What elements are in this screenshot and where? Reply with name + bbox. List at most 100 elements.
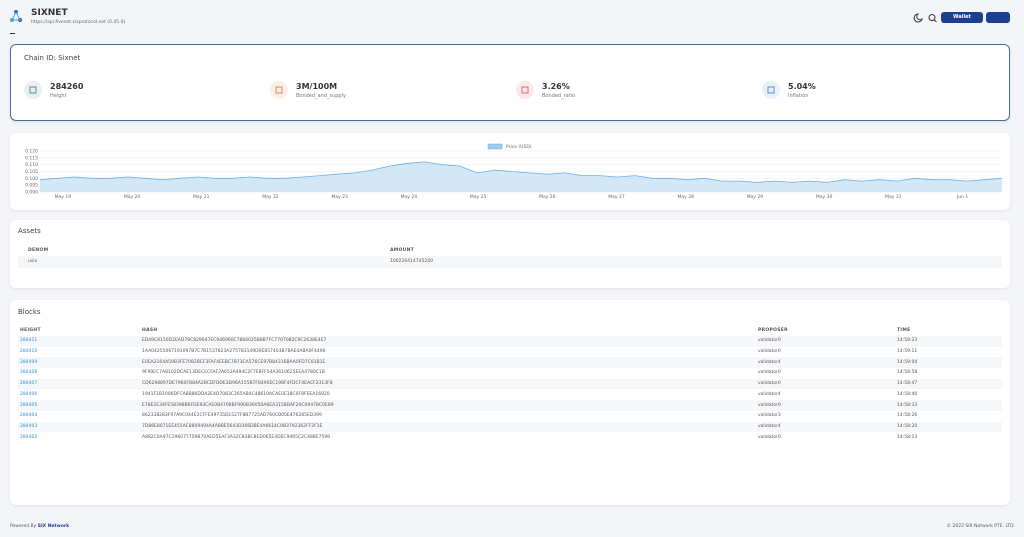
cell: validator4 bbox=[758, 391, 781, 397]
stat-glyph bbox=[29, 86, 37, 94]
cell: 14:58:13 bbox=[897, 434, 918, 440]
stat-glyph bbox=[521, 86, 529, 94]
column-header: DENOM bbox=[28, 248, 49, 253]
stat-value: 3.26% bbox=[542, 82, 570, 91]
column-header: TIME bbox=[897, 328, 911, 333]
header-icons[interactable] bbox=[913, 13, 943, 23]
table-row: 284410 1AA04255067191097B7C7B1537823A2757… bbox=[18, 346, 1002, 358]
cell: validator0 bbox=[758, 338, 781, 344]
table-row: 284411 ED49C8150D2EAD78C829047EC946960C78… bbox=[18, 336, 1002, 347]
cell: validator0 bbox=[758, 402, 781, 408]
chain-title: Chain ID: Sixnet bbox=[24, 54, 81, 62]
cell[interactable]: 284410 bbox=[20, 349, 38, 355]
cell: 14:59:23 bbox=[897, 338, 918, 344]
powered: Powered By bbox=[10, 524, 37, 529]
cell: 14:58:20 bbox=[897, 423, 918, 429]
copyright: © 2022 SIX Network PTE. LTD. bbox=[946, 524, 1015, 529]
cell: 7D86E8071EE455AC8809494A4A8BE5643D366DBE… bbox=[142, 423, 323, 429]
column-header: AMOUNT bbox=[390, 248, 415, 253]
network-link[interactable]: SIX Network bbox=[37, 524, 70, 529]
cell[interactable]: 284407 bbox=[20, 381, 38, 387]
table-row: 284405 E78E2E34FE58398B6FDE93CAE0B4708BF9… bbox=[18, 400, 1002, 411]
price-line bbox=[39, 161, 1003, 183]
stat-value: 284260 bbox=[50, 82, 84, 91]
y-tick-label: 0.105 bbox=[25, 169, 38, 175]
glyph bbox=[29, 86, 37, 94]
legend-label: Price (USD) bbox=[506, 144, 532, 150]
stat-label: Bonded_and_supply bbox=[296, 93, 346, 99]
blocks-title: Blocks bbox=[18, 308, 41, 316]
cell[interactable]: 284411 bbox=[20, 338, 38, 344]
glyph bbox=[521, 86, 529, 94]
x-tick-label: May 28 bbox=[677, 194, 694, 200]
wallet-button[interactable]: Wallet bbox=[941, 12, 983, 23]
x-tick-label: May 24 bbox=[401, 194, 418, 200]
x-tick-label: May 31 bbox=[885, 194, 902, 200]
price-area bbox=[40, 161, 1002, 192]
cell: 14:58:47 bbox=[897, 381, 918, 387]
y-tick-label: 0.110 bbox=[25, 162, 38, 168]
endpoint[interactable]: https://api.fivenet.sixprotocol.net (0.4… bbox=[31, 20, 126, 25]
footer-left: Powered By SIX Network bbox=[10, 524, 69, 529]
legend-swatch bbox=[487, 143, 503, 150]
blocks-card: Blocks HEIGHT HASH PROPOSER TIME 284411 ED49C… bbox=[10, 300, 1010, 505]
column-header: PROPOSER bbox=[758, 328, 788, 333]
x-tick-label: May 19 bbox=[55, 194, 72, 200]
price-chart: Price (USD)0.1200.1150.1100.1050.1000.09… bbox=[25, 143, 1003, 200]
column-header: HEIGHT bbox=[20, 328, 41, 333]
cell[interactable]: 284402 bbox=[20, 434, 38, 440]
y-tick-label: 0.095 bbox=[25, 183, 38, 189]
cell: CD6298897DE7960FB84A2BCDFDDE3D96A155B7F8… bbox=[142, 381, 333, 387]
table-row: 284406 1941F1B1006DFCA8B86DDA2E4D7083C265… bbox=[18, 389, 1002, 401]
cell: validator0 bbox=[758, 349, 781, 355]
logo bbox=[10, 10, 22, 22]
cell[interactable]: 284409 bbox=[20, 359, 38, 365]
glyph bbox=[767, 86, 775, 94]
stat-glyph bbox=[275, 86, 283, 94]
stat-icon bbox=[270, 81, 288, 99]
y-tick-label: 0.100 bbox=[25, 176, 38, 182]
cell[interactable]: 284408 bbox=[20, 370, 38, 376]
table-row: 284407 CD6298897DE7960FB84A2BCDFDDE3D96A1… bbox=[18, 378, 1002, 390]
cell: A882C0A97C196077759B70AED5EAF3A32C83BC8E… bbox=[142, 434, 331, 440]
x-tick-label: May 21 bbox=[193, 194, 210, 200]
x-tick-label: Jun 1 bbox=[956, 194, 968, 200]
cell[interactable]: 284405 bbox=[20, 402, 38, 408]
x-tick-label: May 20 bbox=[124, 194, 141, 200]
stat-icon bbox=[516, 81, 534, 99]
menu-button[interactable] bbox=[986, 12, 1010, 23]
cell: 1AA04255067191097B7C7B1537823A275783149D… bbox=[142, 349, 326, 355]
cell: 9F90EC7A8102DCAE13DECECFAF2A653A494C2F7E… bbox=[142, 370, 325, 376]
brand: SIXNET bbox=[31, 8, 68, 18]
glyph bbox=[275, 86, 283, 94]
cell[interactable]: 284404 bbox=[20, 413, 38, 419]
cell: validator4 bbox=[758, 423, 781, 429]
cell: 14:59:04 bbox=[897, 359, 918, 365]
x-tick-label: May 22 bbox=[262, 194, 279, 200]
stat-label: Inflation bbox=[788, 93, 809, 99]
table-row: 284404 862338283F97A9C044E2CFFE49735D1527… bbox=[18, 410, 1002, 422]
stat-label: Height bbox=[50, 93, 67, 99]
x-tick-label: May 29 bbox=[747, 194, 764, 200]
stat-icon bbox=[24, 81, 42, 99]
chart-card: Price (USD) 0.120 0.115 0.110 0.105 0.100 0.09… bbox=[10, 133, 1010, 210]
cell: validator4 bbox=[758, 359, 781, 365]
cell: 14:58:40 bbox=[897, 391, 918, 397]
table-row: usix 100226414745240 bbox=[18, 256, 1002, 268]
cell: usix bbox=[28, 259, 38, 264]
cell: ED49C8150D2EAD78C829047EC946960C7866025B… bbox=[142, 338, 327, 344]
cell[interactable]: 284403 bbox=[20, 423, 38, 429]
cell: E0EA2164A59B3FE7082BCF3FAF4EEBC7B73CA576… bbox=[142, 359, 326, 365]
stat-glyph bbox=[767, 86, 775, 94]
x-tick-label: May 27 bbox=[608, 194, 625, 200]
cell: 14:58:26 bbox=[897, 413, 918, 419]
x-tick-label: May 26 bbox=[539, 194, 556, 200]
y-tick-label: 0.120 bbox=[25, 149, 38, 155]
cell[interactable]: 284406 bbox=[20, 391, 38, 397]
column-header: HASH bbox=[142, 328, 158, 333]
cell: validator0 bbox=[758, 434, 781, 440]
stat-value: 5.04% bbox=[788, 82, 816, 91]
cell: 14:59:11 bbox=[897, 349, 918, 355]
x-tick-label: May 23 bbox=[331, 194, 348, 200]
stat-value: 3M/100M bbox=[296, 82, 338, 91]
